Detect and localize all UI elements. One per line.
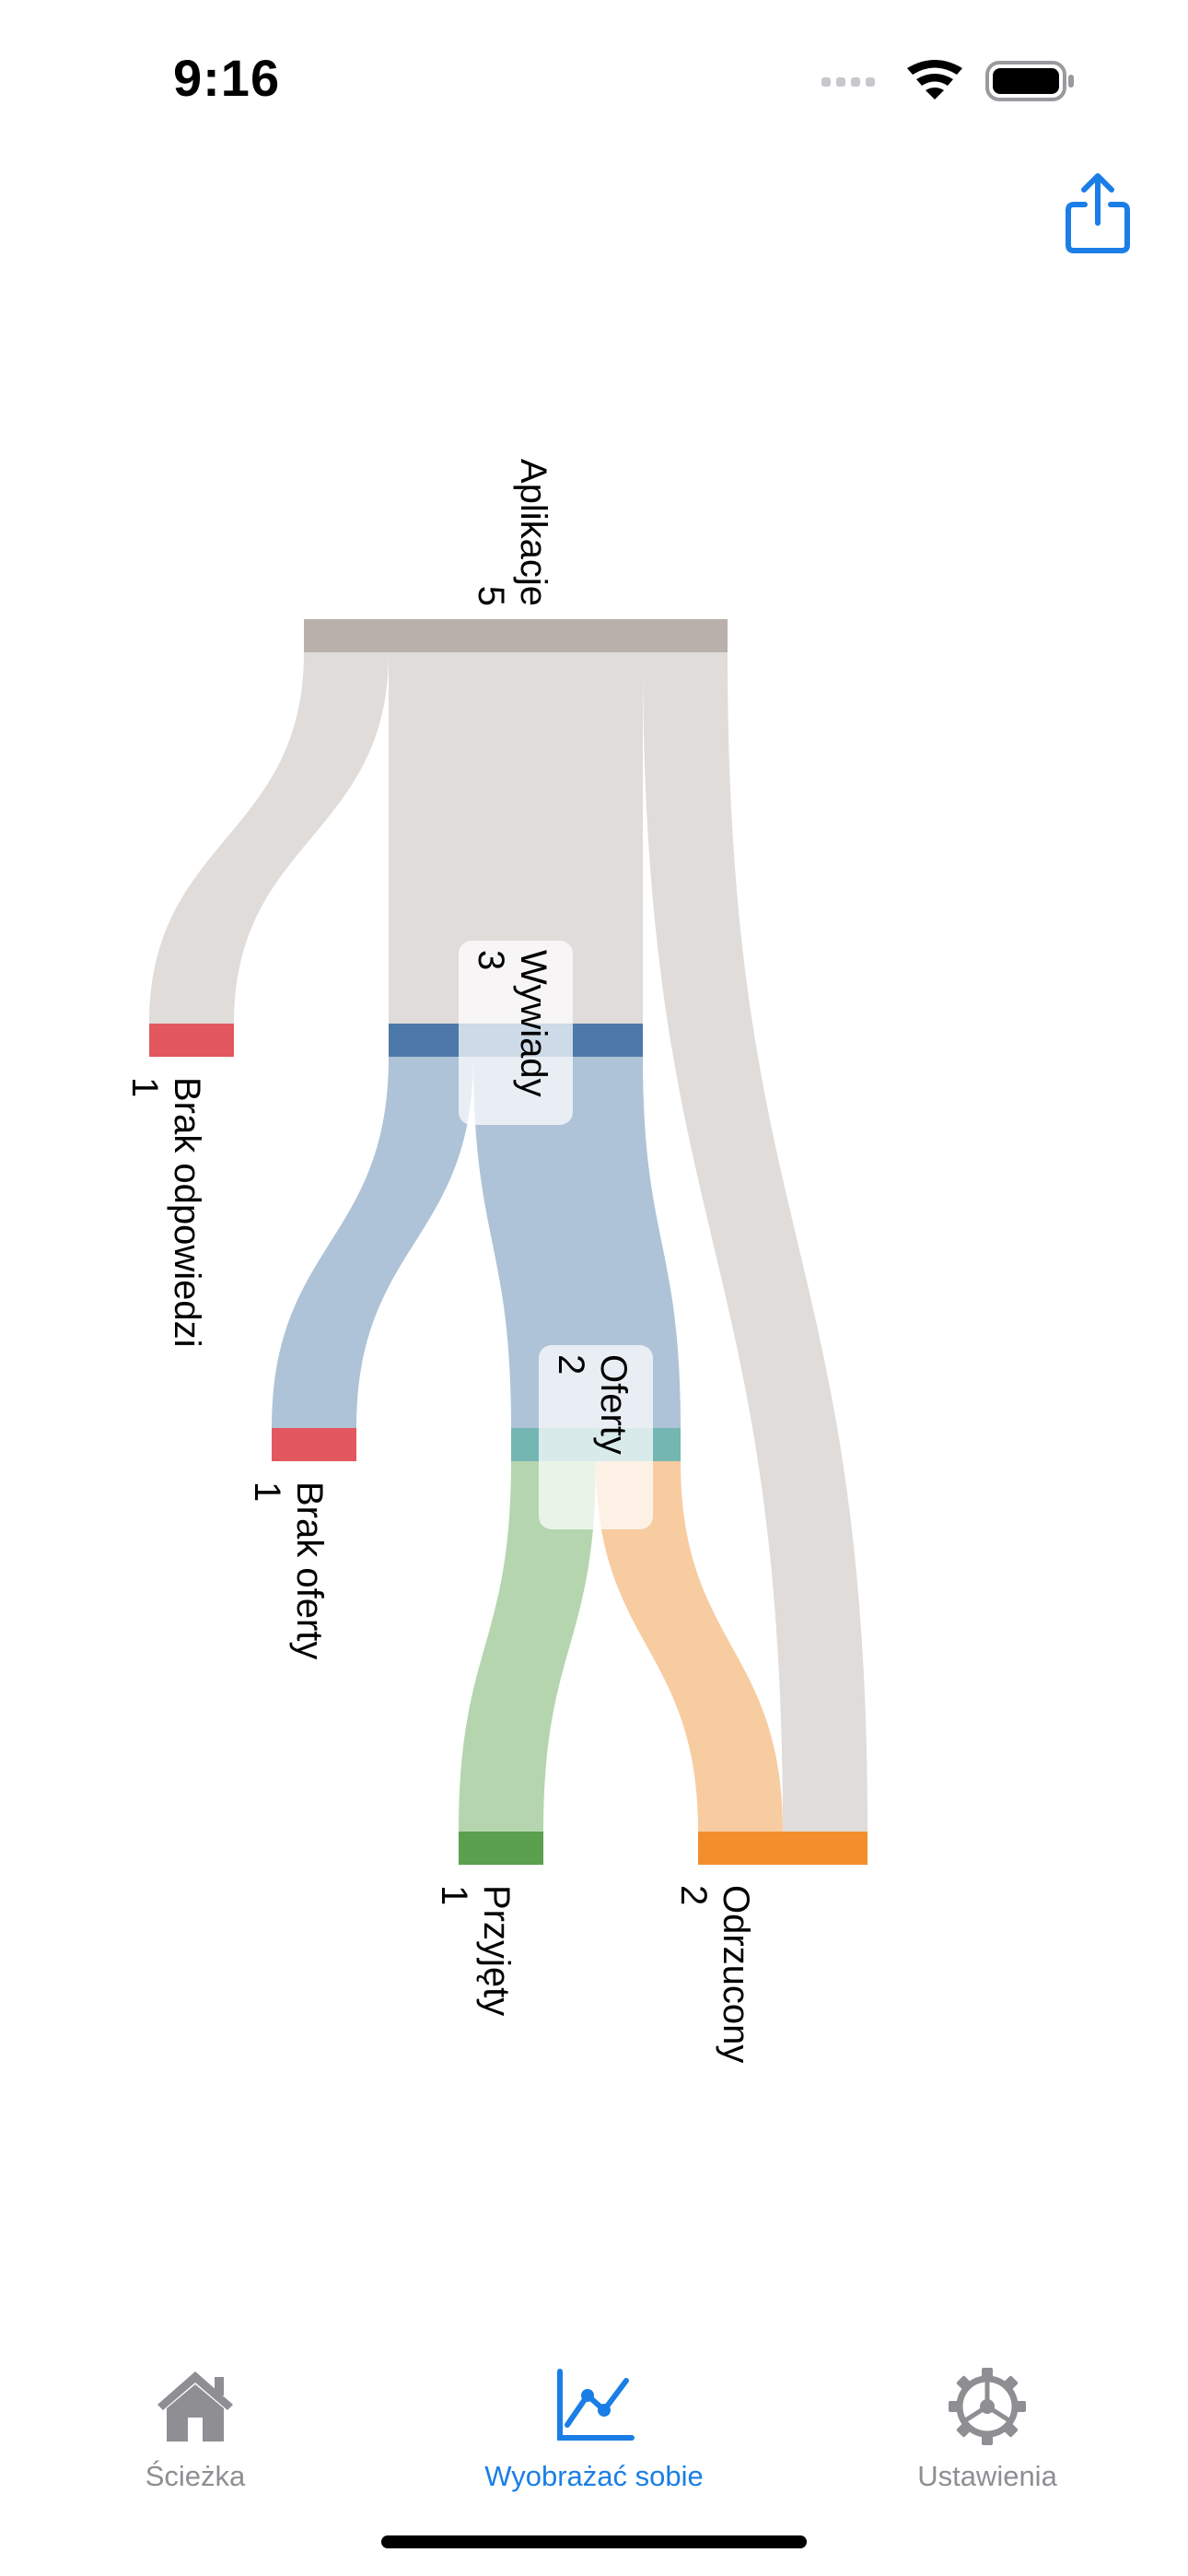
sankey-link-offers-rejected <box>596 1461 783 1832</box>
sankey-node-accepted <box>459 1832 543 1865</box>
share-button[interactable] <box>1061 171 1135 254</box>
tab-path-label: Ścieżka <box>145 2460 246 2492</box>
sankey-node-label-no_response: Brak odpowiedzi <box>167 1077 207 1348</box>
gear-icon <box>949 2368 1026 2445</box>
sankey-node-no_response <box>149 1024 234 1057</box>
tab-visualize-label: Wyobrażać sobie <box>484 2460 704 2492</box>
sankey-label-box-interviews <box>459 941 573 1125</box>
sankey-node-label-interviews: Wywiady <box>513 950 553 1097</box>
house-icon <box>157 2371 233 2441</box>
cellular-signal-icon <box>821 77 875 87</box>
tab-settings-label: Ustawienia <box>917 2460 1057 2492</box>
sankey-node-value-interviews: 3 <box>471 950 511 970</box>
sankey-link-applications-rejected <box>643 652 868 1832</box>
status-bar: 9:16 <box>0 0 1188 157</box>
battery-icon <box>985 61 1074 101</box>
share-icon <box>1066 173 1130 253</box>
sankey-node-rejected <box>698 1832 868 1865</box>
sankey-node-label-accepted: Przyjęty <box>476 1885 517 2016</box>
sankey-link-interviews-offers <box>473 1057 681 1428</box>
sankey-node-value-rejected: 2 <box>673 1885 714 1905</box>
sankey-node-label-rejected: Odrzucony <box>716 1885 756 2063</box>
wifi-icon <box>907 60 962 100</box>
sankey-node-applications <box>304 619 728 652</box>
sankey-node-label-no_offer: Brak oferty <box>289 1481 330 1659</box>
sankey-node-value-no_response: 1 <box>124 1077 165 1097</box>
sankey-node-label-applications: Aplikacje <box>513 459 553 606</box>
home-indicator <box>381 2535 807 2548</box>
sankey-links <box>149 652 868 1832</box>
sankey-label-box-offers <box>539 1345 653 1529</box>
sankey-node-value-offers: 2 <box>551 1354 591 1375</box>
sankey-link-applications-interviews <box>389 652 643 1024</box>
chart-line-icon <box>557 2369 635 2441</box>
sankey-node-value-no_offer: 1 <box>247 1481 287 1502</box>
tab-path[interactable]: Ścieżka <box>48 2368 343 2524</box>
sankey-node-no_offer <box>272 1428 356 1461</box>
tab-settings[interactable]: Ustawienia <box>840 2368 1135 2524</box>
tab-visualize[interactable]: Wyobrażać sobie <box>447 2368 741 2524</box>
sankey-node-value-accepted: 1 <box>434 1885 474 1905</box>
status-time: 9:16 <box>173 49 281 107</box>
sankey-link-applications-no_response <box>149 652 389 1024</box>
sankey-link-offers-accepted <box>459 1461 596 1832</box>
sankey-node-value-applications: 5 <box>471 586 511 606</box>
status-icons <box>821 60 1074 101</box>
sankey-node-label-offers: Oferty <box>593 1354 634 1455</box>
sankey-link-interviews-no_offer <box>272 1057 473 1428</box>
